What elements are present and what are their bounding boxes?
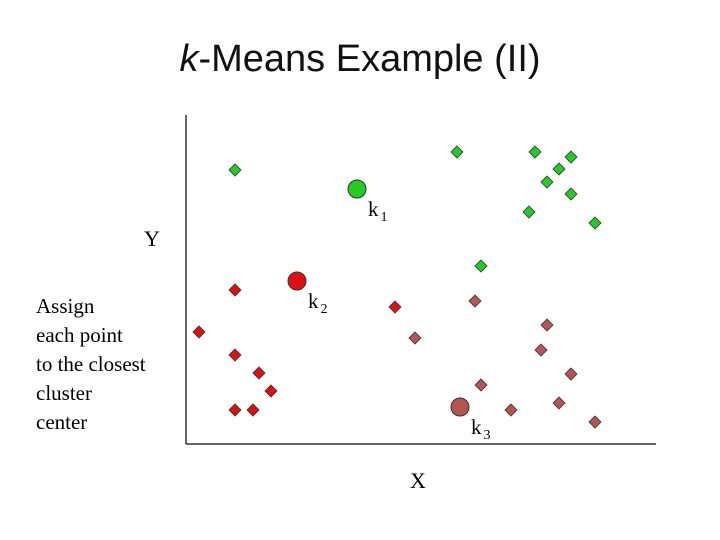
cluster-center-k2	[287, 271, 307, 291]
data-point-cluster-1	[450, 145, 464, 159]
data-point-cluster-2	[228, 403, 242, 417]
data-point-cluster-1	[588, 216, 602, 230]
data-point-cluster-1	[528, 145, 542, 159]
data-point-cluster-1	[228, 163, 242, 177]
cluster-center-k3	[450, 397, 470, 417]
instruction-line: center	[36, 410, 88, 434]
points-layer	[192, 145, 602, 429]
data-point-cluster-3	[534, 343, 548, 357]
data-point-cluster-1	[540, 175, 554, 189]
data-point-cluster-2	[228, 348, 242, 362]
data-point-cluster-1	[552, 162, 566, 176]
x-axis-label: X	[410, 468, 426, 493]
instruction-line: Assign	[36, 294, 95, 318]
data-point-cluster-2	[252, 366, 266, 380]
data-point-cluster-1	[522, 205, 536, 219]
slide-title: k-Means Example (II)	[0, 38, 720, 81]
instruction-line: to the closest	[36, 352, 146, 376]
data-point-cluster-3	[588, 415, 602, 429]
data-point-cluster-3	[564, 367, 578, 381]
data-point-cluster-3	[552, 396, 566, 410]
data-point-cluster-3	[540, 318, 554, 332]
instruction-line: each point	[36, 323, 123, 347]
centers-layer: k 1 k 2 k 3	[287, 179, 491, 443]
cluster-center-k1	[347, 179, 367, 199]
title-rest: -Means Example (II)	[198, 38, 541, 80]
data-point-cluster-2	[264, 384, 278, 398]
instruction-text: Assign each point to the closest cluster…	[36, 292, 186, 437]
instruction-line: cluster	[36, 381, 92, 405]
title-italic-k: k	[179, 38, 199, 80]
data-point-cluster-1	[564, 150, 578, 164]
data-point-cluster-3	[468, 294, 482, 308]
data-point-cluster-1	[564, 187, 578, 201]
data-point-cluster-2	[228, 283, 242, 297]
data-point-cluster-2	[388, 300, 402, 314]
data-point-cluster-2	[246, 403, 260, 417]
data-point-cluster-3	[504, 403, 518, 417]
data-point-cluster-3	[408, 331, 422, 345]
y-axis-label: Y	[144, 226, 160, 251]
data-point-cluster-2	[192, 325, 206, 339]
data-point-cluster-3	[474, 378, 488, 392]
data-point-cluster-1	[474, 259, 488, 273]
